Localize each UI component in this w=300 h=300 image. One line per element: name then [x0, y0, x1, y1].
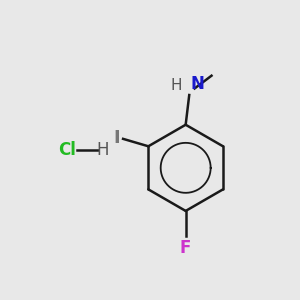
Text: I: I [113, 129, 120, 147]
Text: H: H [171, 78, 182, 93]
Text: F: F [180, 238, 191, 256]
Text: H: H [97, 141, 109, 159]
Text: Cl: Cl [58, 141, 76, 159]
Text: N: N [191, 75, 205, 93]
